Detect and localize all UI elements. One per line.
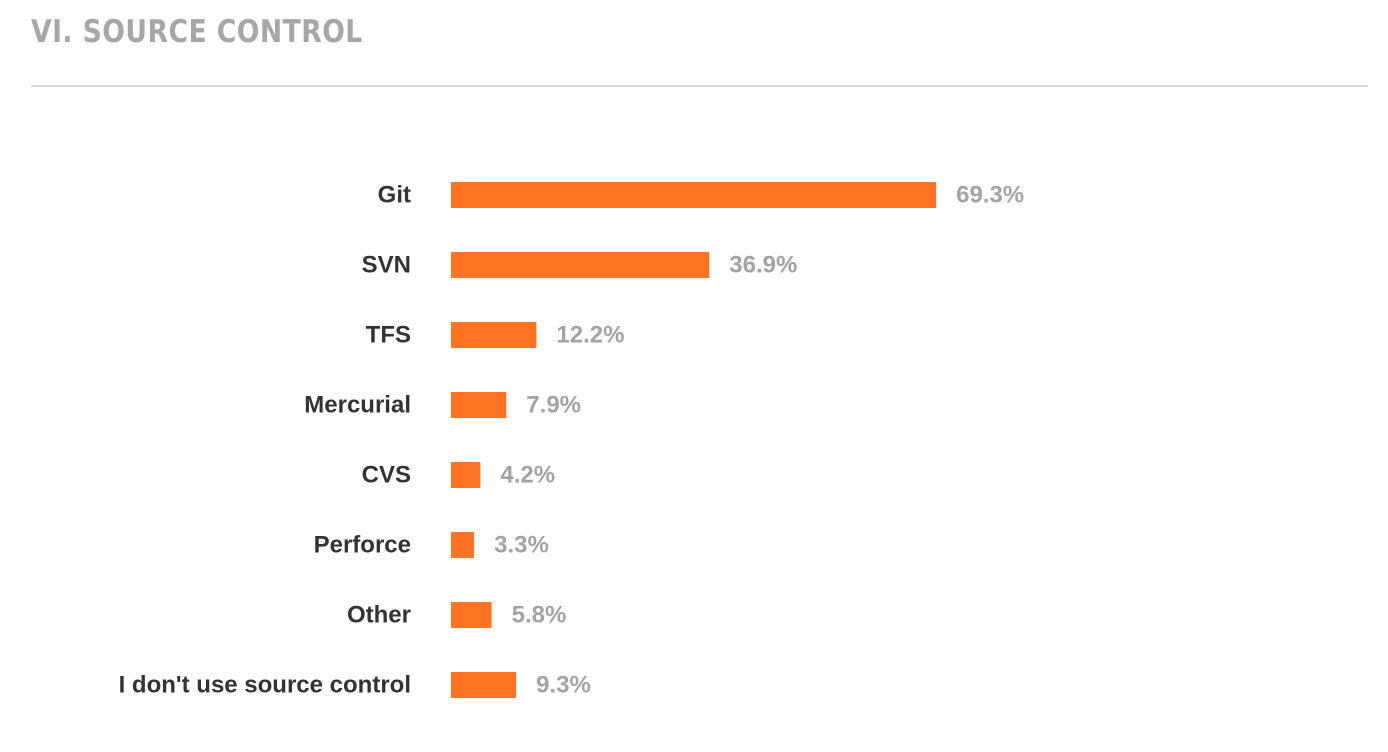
page-title: VI. SOURCE CONTROL xyxy=(31,14,363,50)
value-label: 9.3% xyxy=(536,672,591,699)
bar xyxy=(451,392,507,418)
value-label: 12.2% xyxy=(556,322,624,349)
category-label: TFS xyxy=(366,322,411,349)
bar xyxy=(451,462,481,488)
bar xyxy=(451,602,492,628)
value-label: 7.9% xyxy=(526,392,581,419)
bar xyxy=(451,672,517,698)
value-label: 3.3% xyxy=(494,532,549,559)
bar xyxy=(451,252,710,278)
bar xyxy=(451,532,475,558)
category-label: CVS xyxy=(362,462,411,489)
category-label: Other xyxy=(347,602,411,629)
value-label: 69.3% xyxy=(956,182,1024,209)
value-label: 36.9% xyxy=(729,252,797,279)
bar xyxy=(451,182,937,208)
value-label: 4.2% xyxy=(500,462,555,489)
value-label: 5.8% xyxy=(512,602,567,629)
title-divider xyxy=(31,85,1368,87)
bar xyxy=(451,322,537,348)
category-label: SVN xyxy=(362,252,411,279)
category-label: I don't use source control xyxy=(119,672,411,699)
category-label: Perforce xyxy=(314,532,411,559)
category-label: Git xyxy=(378,182,411,209)
category-label: Mercurial xyxy=(304,392,411,419)
